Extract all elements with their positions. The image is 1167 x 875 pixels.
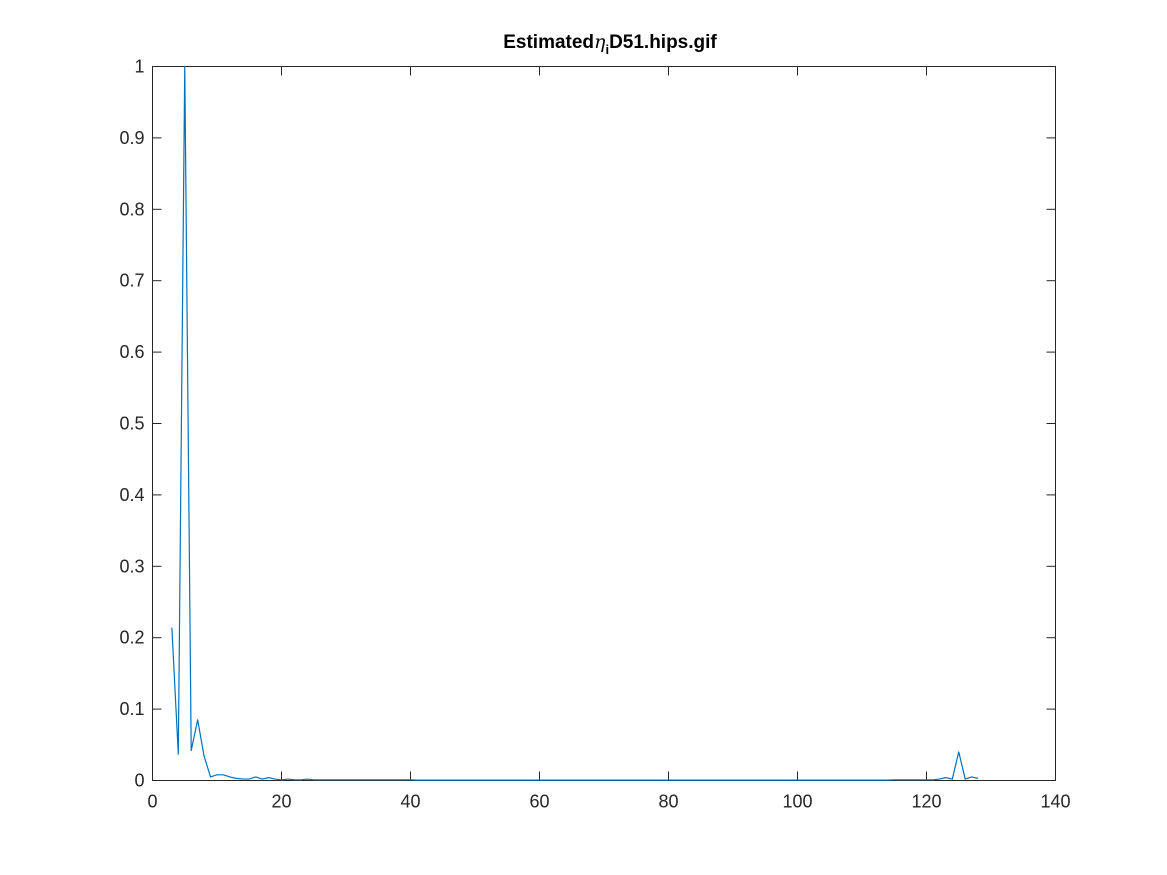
y-tick-label: 0 — [134, 771, 144, 791]
x-tick-label: 120 — [911, 792, 941, 812]
x-tick-label: 80 — [658, 792, 678, 812]
y-tick-label: 0.6 — [119, 342, 144, 362]
plot-area — [171, 65, 979, 781]
x-tick-label: 60 — [529, 792, 549, 812]
y-tick-label: 0.9 — [119, 128, 144, 148]
y-axis: 0 0.1 0.2 0.3 0.4 0.5 0.6 0.7 0.8 0.9 1 — [119, 57, 1056, 791]
y-tick-label: 0.5 — [119, 414, 144, 434]
x-tick-label: 140 — [1040, 792, 1070, 812]
chart-title-suffix: D51.hips.gif — [609, 32, 717, 53]
x-tick-label: 40 — [400, 792, 420, 812]
y-tick-label: 0.7 — [119, 271, 144, 291]
chart-title-symbol: η — [594, 31, 606, 53]
y-tick-label: 1 — [134, 57, 144, 77]
y-tick-label: 0.1 — [119, 699, 144, 719]
x-tick-label: 20 — [271, 792, 291, 812]
y-tick-label: 0.4 — [119, 485, 144, 505]
x-tick-label: 0 — [147, 792, 157, 812]
x-tick-label: 100 — [782, 792, 812, 812]
y-tick-label: 0.8 — [119, 199, 144, 219]
x-axis: 0 20 40 60 80 100 120 140 — [147, 66, 1071, 812]
chart-title: EstimatedηiD51.hips.gif — [503, 31, 717, 57]
y-tick-label: 0.3 — [119, 556, 144, 576]
chart-title-prefix: Estimated — [503, 32, 594, 53]
y-tick-label: 0.2 — [119, 628, 144, 648]
chart-title-subscript: i — [605, 42, 609, 57]
series-line — [171, 65, 979, 781]
